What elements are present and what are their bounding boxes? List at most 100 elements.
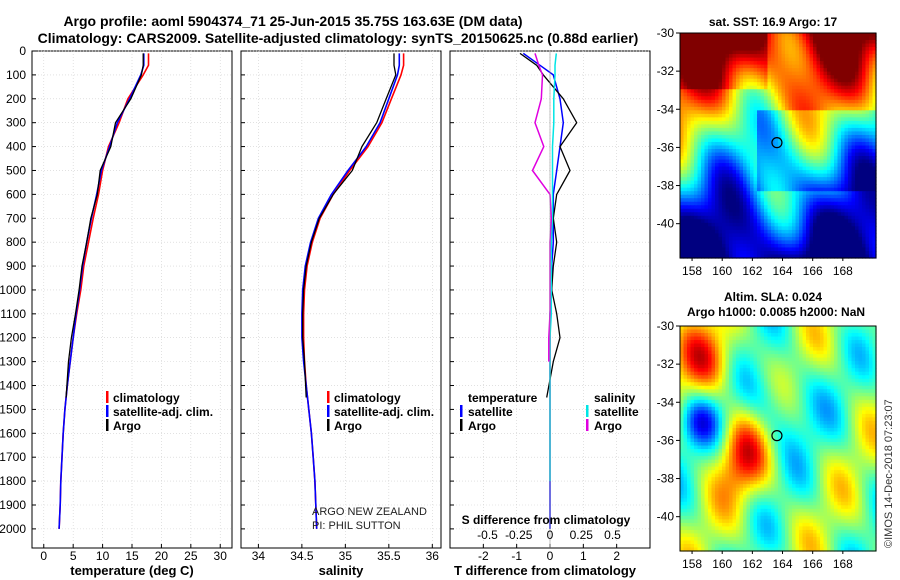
map-cell bbox=[701, 36, 706, 41]
map-cell bbox=[697, 134, 702, 140]
map-cell bbox=[725, 219, 730, 224]
map-cell bbox=[837, 33, 842, 38]
map-cell bbox=[855, 343, 860, 348]
map-cell bbox=[725, 138, 730, 143]
map-cell bbox=[855, 236, 860, 242]
map-cell bbox=[729, 99, 734, 104]
map-cell bbox=[760, 96, 765, 101]
map-cell bbox=[788, 33, 793, 38]
map-cell bbox=[683, 233, 688, 238]
map-cell bbox=[851, 159, 856, 164]
map-cell bbox=[869, 226, 874, 231]
map-cell bbox=[767, 103, 772, 108]
map-cell bbox=[708, 57, 713, 62]
map-cell bbox=[694, 354, 699, 359]
map-cell bbox=[792, 124, 797, 129]
map-cell bbox=[795, 382, 800, 387]
map-cell bbox=[834, 61, 839, 66]
map-cell bbox=[764, 368, 769, 373]
map-cell bbox=[729, 120, 734, 126]
map-cell bbox=[704, 173, 709, 178]
map-cell bbox=[848, 222, 853, 227]
map-cell bbox=[865, 254, 870, 259]
map-cell bbox=[851, 40, 856, 45]
map-cell bbox=[795, 247, 800, 252]
map-cell bbox=[750, 36, 755, 41]
map-cell bbox=[841, 194, 846, 199]
map-cell bbox=[767, 198, 772, 203]
map-cell bbox=[771, 110, 776, 115]
map-cell bbox=[722, 236, 727, 242]
map-cell bbox=[795, 33, 800, 38]
map-cell bbox=[718, 64, 723, 69]
map-cell bbox=[788, 326, 793, 331]
map-cell bbox=[788, 389, 793, 394]
map-cell bbox=[750, 392, 755, 397]
map-cell bbox=[834, 71, 839, 76]
map-cell bbox=[729, 149, 734, 154]
map-cell bbox=[760, 219, 765, 224]
map-cell bbox=[869, 219, 874, 224]
map-cell bbox=[690, 85, 695, 90]
map-cell bbox=[865, 134, 870, 140]
map-cell bbox=[781, 392, 786, 397]
map-cell bbox=[855, 229, 860, 234]
map-cell bbox=[701, 166, 706, 171]
map-cell bbox=[823, 254, 828, 259]
map-cell bbox=[809, 198, 814, 203]
map-cell bbox=[683, 50, 688, 55]
map-cell bbox=[736, 368, 741, 373]
map-cell bbox=[736, 205, 741, 210]
map-cell bbox=[687, 229, 692, 234]
map-cell bbox=[739, 50, 744, 55]
map-cell bbox=[753, 184, 758, 189]
map-cell bbox=[872, 187, 877, 192]
map-cell bbox=[844, 361, 849, 366]
map-cell bbox=[872, 96, 877, 101]
map-cell bbox=[827, 152, 832, 157]
map-cell bbox=[708, 240, 713, 245]
map-cell bbox=[690, 110, 695, 115]
map-cell bbox=[788, 92, 793, 97]
map-cell bbox=[760, 392, 765, 397]
map-cell bbox=[774, 85, 779, 90]
map-cell bbox=[872, 392, 877, 397]
map-cell bbox=[827, 215, 832, 220]
map-cell bbox=[722, 103, 727, 108]
map-cell bbox=[795, 354, 800, 359]
map-cell bbox=[844, 368, 849, 373]
map-cell bbox=[711, 236, 716, 242]
map-cell bbox=[799, 131, 804, 136]
map-cell bbox=[816, 208, 821, 213]
map-cell bbox=[837, 145, 842, 150]
map-cell bbox=[683, 205, 688, 210]
map-cell bbox=[792, 173, 797, 178]
map-cell bbox=[851, 106, 856, 111]
map-cell bbox=[865, 226, 870, 231]
map-cell bbox=[862, 68, 867, 73]
map-cell bbox=[687, 106, 692, 111]
map-cell bbox=[841, 205, 846, 210]
temperature-axis-label: temperature (deg C) bbox=[70, 563, 194, 578]
map-cell bbox=[823, 208, 828, 213]
map-cell bbox=[708, 364, 713, 369]
map-cell bbox=[771, 99, 776, 104]
map-cell bbox=[851, 127, 856, 133]
map-cell bbox=[858, 89, 863, 94]
map-cell bbox=[848, 343, 853, 348]
map-cell bbox=[715, 201, 720, 206]
map-cell bbox=[851, 243, 856, 249]
map-cell bbox=[830, 127, 835, 133]
map-cell bbox=[813, 71, 818, 76]
map-cell bbox=[862, 212, 867, 217]
map-cell bbox=[750, 184, 755, 189]
map-cell bbox=[736, 326, 741, 331]
map-cell bbox=[722, 117, 727, 122]
map-cell bbox=[802, 40, 807, 45]
map-cell bbox=[830, 82, 835, 87]
map-cell bbox=[697, 233, 702, 238]
map-cell bbox=[715, 99, 720, 104]
map-cell bbox=[715, 159, 720, 164]
map-cell bbox=[690, 166, 695, 171]
map-cell bbox=[774, 82, 779, 87]
